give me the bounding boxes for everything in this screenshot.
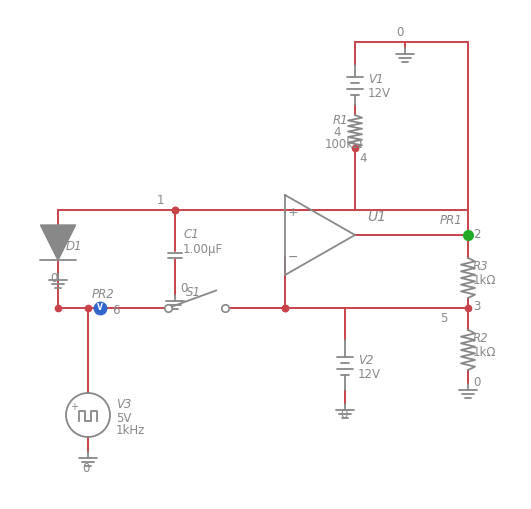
Text: 0: 0: [180, 282, 187, 296]
Text: 12V: 12V: [368, 87, 391, 99]
Text: 0: 0: [82, 463, 89, 475]
Text: 0: 0: [396, 25, 404, 39]
Text: 12V: 12V: [358, 369, 381, 382]
Text: S1: S1: [186, 287, 201, 299]
Text: 3: 3: [473, 299, 481, 313]
Text: V1: V1: [368, 72, 383, 86]
Text: PR2: PR2: [92, 288, 115, 300]
Text: R2: R2: [473, 331, 489, 345]
Text: +: +: [70, 402, 78, 412]
Text: −: −: [288, 250, 298, 264]
Text: 1kΩ: 1kΩ: [473, 273, 496, 287]
Text: V2: V2: [358, 354, 373, 367]
Text: V: V: [97, 303, 103, 313]
Text: 100kΩ: 100kΩ: [325, 138, 363, 152]
Text: +: +: [288, 207, 298, 219]
Text: 1kΩ: 1kΩ: [473, 346, 496, 358]
Text: D1: D1: [66, 240, 82, 253]
Text: 1kHz: 1kHz: [116, 425, 145, 438]
Text: C1: C1: [183, 229, 199, 241]
Text: R1: R1: [333, 114, 349, 127]
Text: 0: 0: [473, 376, 481, 388]
Text: 1: 1: [157, 193, 165, 207]
Text: 5V: 5V: [116, 411, 131, 425]
Text: R3: R3: [473, 260, 489, 272]
Text: 0: 0: [50, 271, 57, 285]
Text: V3: V3: [116, 399, 132, 411]
Text: 4: 4: [333, 127, 340, 139]
Polygon shape: [40, 225, 75, 260]
Text: 4: 4: [359, 152, 366, 164]
Text: 0: 0: [340, 409, 347, 421]
Text: U1: U1: [367, 210, 386, 224]
Text: 6: 6: [112, 303, 119, 317]
Text: 2: 2: [473, 229, 481, 241]
Text: 5: 5: [440, 312, 448, 325]
Text: PR1: PR1: [440, 214, 463, 228]
Text: 1.00μF: 1.00μF: [183, 242, 223, 256]
